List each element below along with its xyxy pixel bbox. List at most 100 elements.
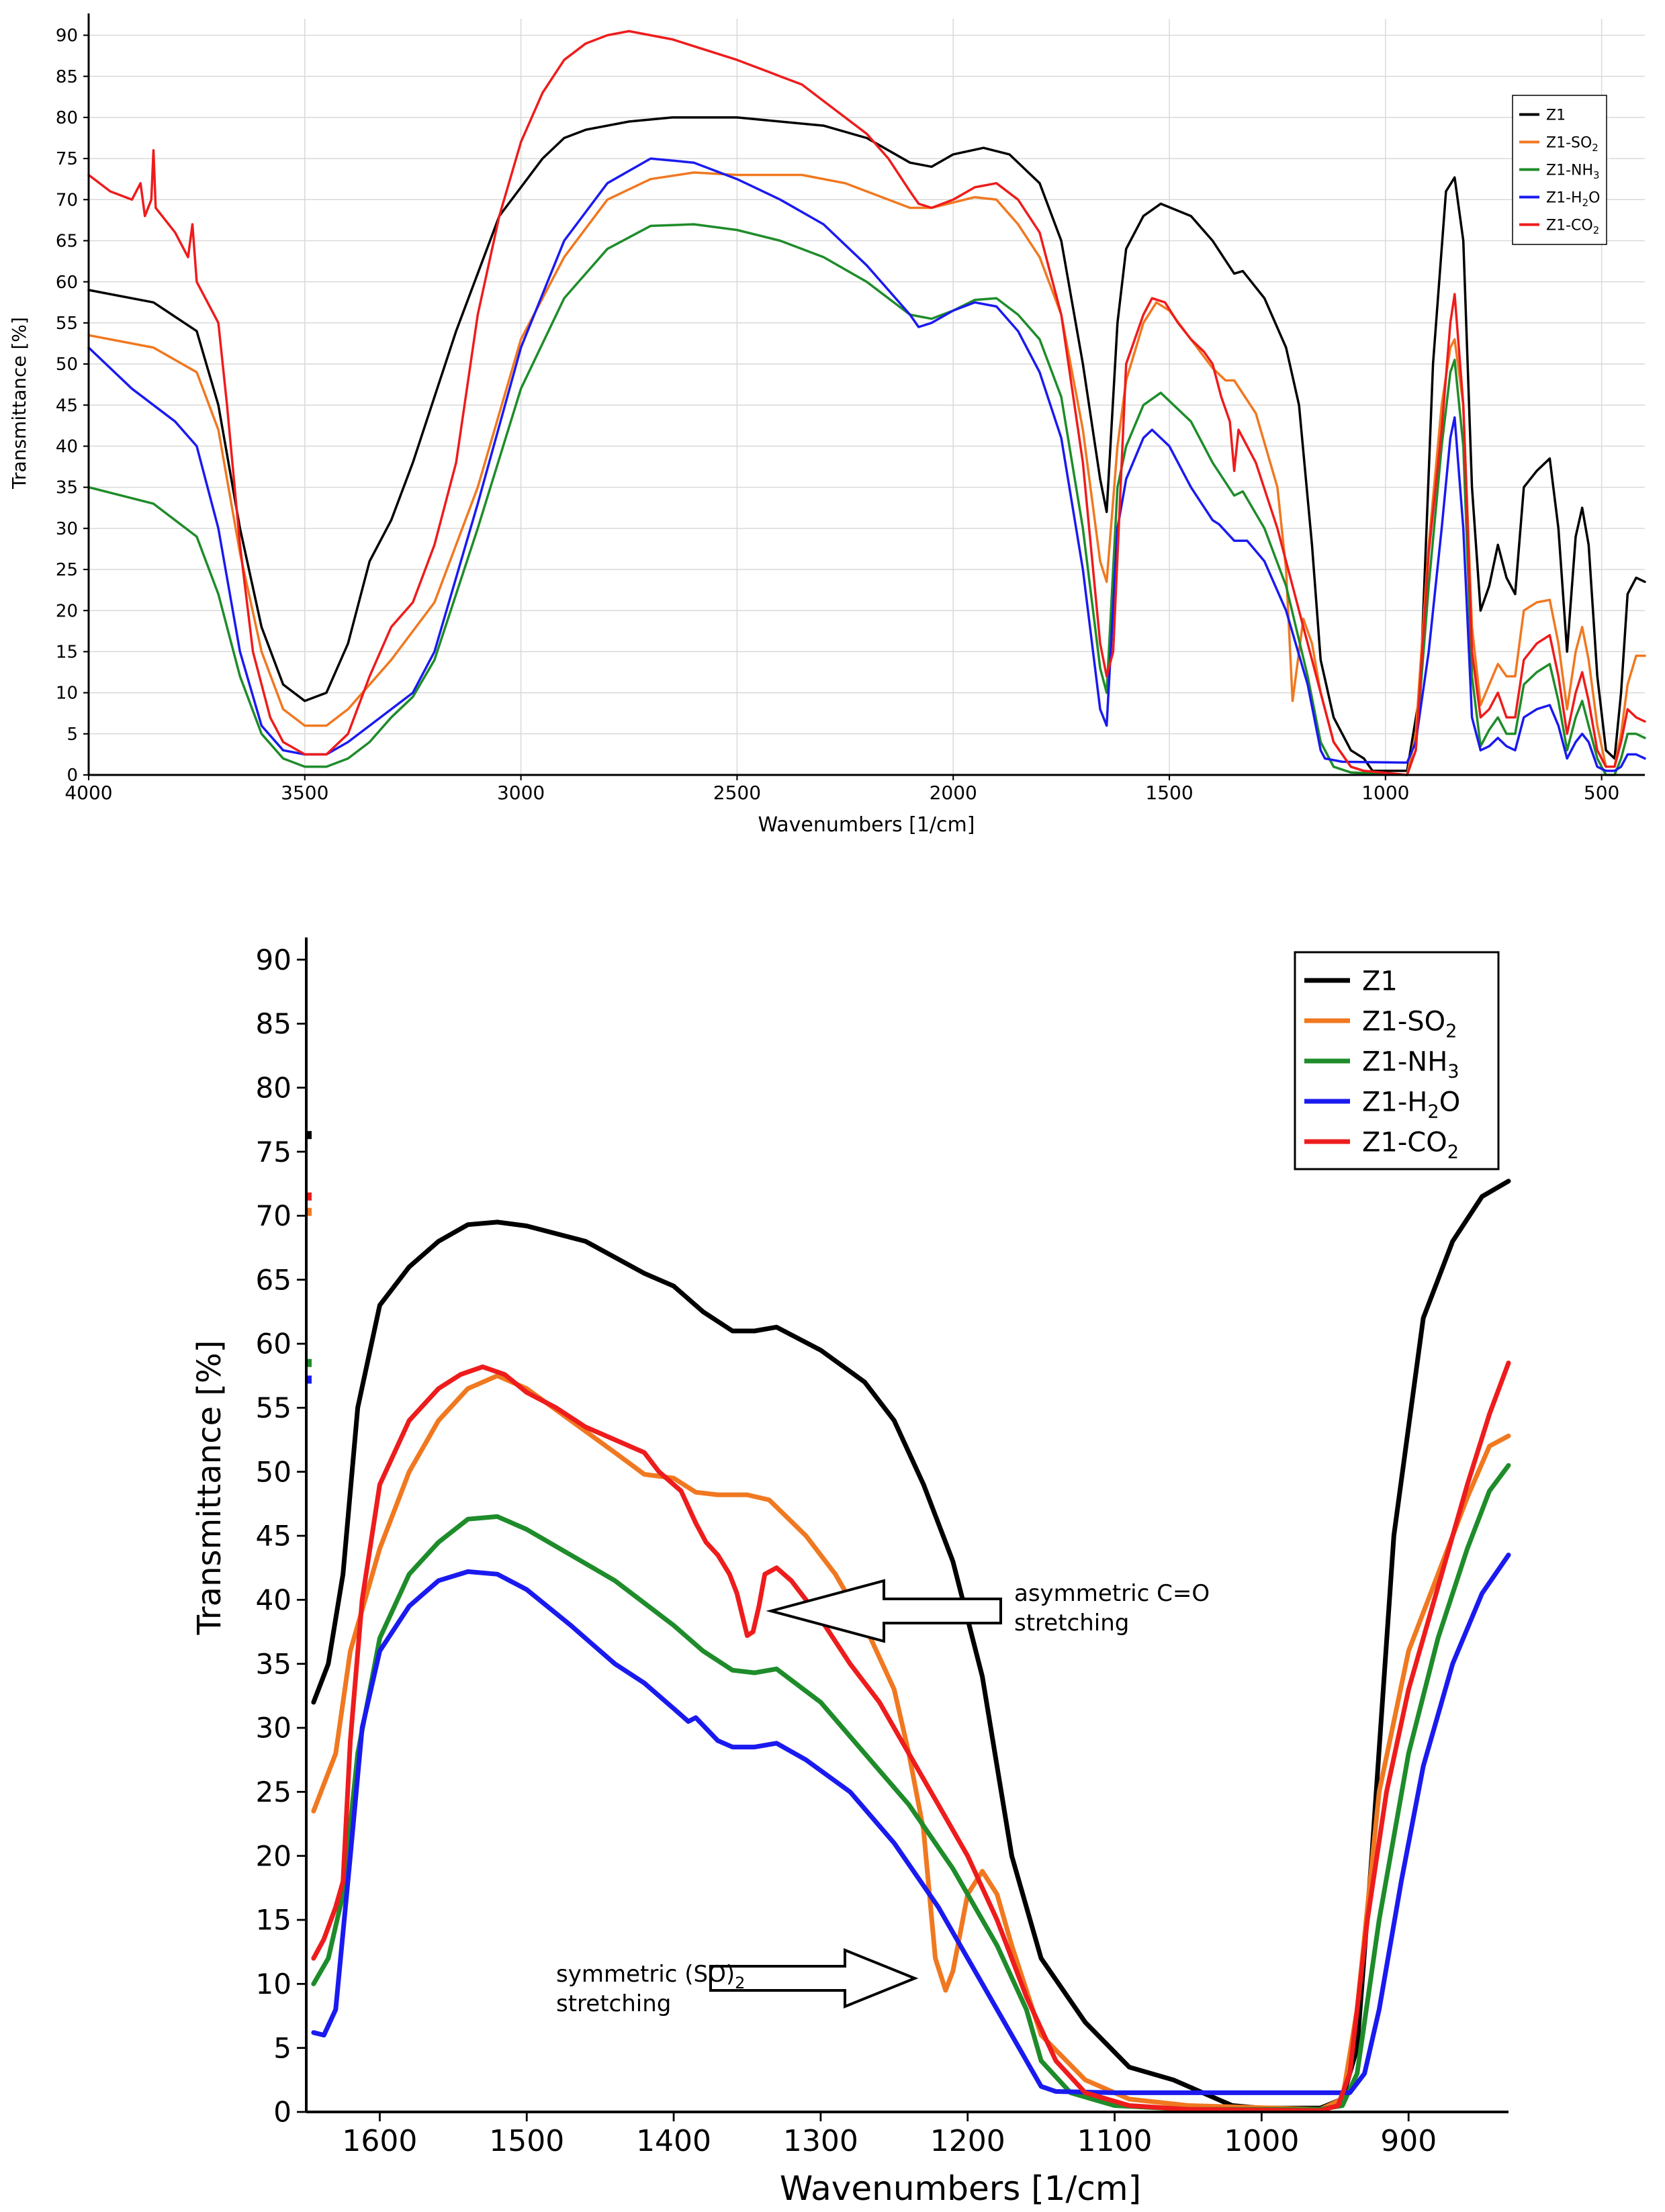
legend-label-z1: Z1: [1546, 107, 1566, 124]
legend-label-z1-nh3: Z1-NH3: [1362, 1046, 1459, 1082]
legend-label-z1: Z1: [1362, 966, 1398, 997]
legend-label-z1-so2: Z1-SO2: [1546, 134, 1599, 154]
legend-text: Z1: [1362, 966, 1398, 997]
series-line-z1-nh3: [87, 223, 1646, 776]
y-tick-label: 30: [256, 1712, 291, 1745]
y-tick-label: 10: [56, 684, 78, 704]
chart-zoomed: 0 5 10 15 20 25 30 35 40 45 50 55 60 65 70 75 80 85 90 160…: [191, 937, 1511, 2208]
y-tick-label: 60: [56, 273, 78, 293]
legend-label-z1-co2: Z1-CO2: [1362, 1127, 1459, 1162]
x-ticks: 4000 3500 3000 2500 2000 1500 1000 500: [64, 775, 1619, 804]
annotation-label-symmetric-line2: stretching: [556, 1990, 671, 2017]
chart-overview: 0 5 10 15 20 25 30 35 40 45 50 55 60 65 70 75 80 85 90 400…: [8, 13, 1646, 837]
edge-markers: [308, 1131, 312, 1384]
x-axis-label: Wavenumbers [1/cm]: [780, 2169, 1141, 2208]
y-tick-label: 65: [256, 1263, 291, 1296]
annotation-label-asymmetric-line2: stretching: [1014, 1610, 1129, 1637]
y-tick-label: 0: [273, 2096, 291, 2129]
y-tick-label: 40: [56, 437, 78, 457]
x-tick-label: 2500: [713, 782, 761, 804]
x-tick-label: 900: [1380, 2124, 1437, 2158]
legend-text: Z1-CO: [1362, 1127, 1447, 1158]
x-tick-label: 1100: [1077, 2124, 1153, 2158]
annotation-subscript: 2: [735, 1974, 745, 1992]
y-ticks: 0 5 10 15 20 25 30 35 40 45 50 55 60 65 70 75 80 85 90: [56, 26, 89, 786]
y-tick-label: 20: [56, 601, 78, 621]
annotation-asymmetric-co: asymmetric C=O stretching: [766, 1579, 1210, 1643]
edge-marker-4: [308, 1375, 312, 1384]
edge-marker-2: [308, 1207, 312, 1216]
x-axis-label: Wavenumbers [1/cm]: [758, 813, 975, 837]
legend-label-z1-h2o: Z1-H2O: [1546, 189, 1600, 209]
annotation-label-asymmetric-line1: asymmetric C=O: [1014, 1580, 1210, 1607]
y-tick-label: 15: [256, 1904, 291, 1937]
x-tick-label: 3500: [281, 782, 328, 804]
edge-marker-1: [308, 1192, 312, 1201]
y-tick-label: 75: [256, 1136, 291, 1168]
y-tick-label: 55: [256, 1391, 291, 1424]
x-tick-label: 1500: [1145, 782, 1193, 804]
y-tick-label: 85: [56, 67, 78, 87]
axes: [305, 937, 1509, 2113]
annotation-label-symmetric-line1: symmetric (SO)2: [556, 1961, 745, 1992]
x-tick-label: 1500: [489, 2124, 564, 2158]
series-line-z1: [87, 116, 1646, 772]
legend-subscript: 3: [1593, 169, 1600, 181]
legend-text: Z1-H: [1546, 189, 1582, 206]
legend-text: Z1: [1546, 107, 1566, 124]
y-tick-label: 0: [66, 766, 78, 786]
x-tick-label: 1400: [636, 2124, 711, 2158]
y-tick-label: 70: [56, 190, 78, 210]
x-tick-label: 4000: [64, 782, 112, 804]
y-tick-label: 75: [56, 149, 78, 169]
x-tick-label: 3000: [497, 782, 545, 804]
legend-text-tail: O: [1439, 1087, 1460, 1117]
x-tick-label: 1000: [1224, 2124, 1299, 2158]
legend-label-z1-so2: Z1-SO2: [1362, 1006, 1457, 1042]
x-tick-label: 500: [1584, 782, 1619, 804]
y-tick-label: 80: [256, 1071, 291, 1104]
legend-subscript: 2: [1445, 1021, 1457, 1042]
y-axis-label: Transmittance [%]: [8, 317, 30, 490]
series-line-z1-h2o: [87, 157, 1646, 772]
x-tick-label: 1600: [342, 2124, 417, 2158]
y-tick-label: 90: [256, 943, 291, 976]
y-tick-label: 20: [256, 1839, 291, 1872]
legend-label-z1-h2o: Z1-H2O: [1362, 1087, 1460, 1122]
legend-subscript: 2: [1582, 197, 1589, 209]
x-tick-label: 1000: [1361, 782, 1409, 804]
x-tick-label: 2000: [930, 782, 977, 804]
legend-subscript: 2: [1593, 224, 1600, 236]
legend-text: Z1-NH: [1362, 1046, 1447, 1077]
series-line-z1-nh3: [311, 1463, 1511, 2112]
annotation-arrow-symmetric: [709, 1948, 919, 2009]
series-group: [87, 30, 1646, 776]
legend-text: Z1-SO: [1362, 1006, 1445, 1037]
x-tick-label: 1300: [783, 2124, 858, 2158]
legend-text: Z1-NH: [1546, 162, 1593, 179]
series-line-z1-so2: [87, 171, 1646, 776]
legend-text: Z1-SO: [1546, 134, 1592, 151]
series-line-z1-co2: [87, 30, 1646, 776]
gridlines: [88, 19, 1645, 775]
annotation-text: symmetric (SO): [556, 1961, 735, 1988]
y-tick-label: 55: [56, 314, 78, 334]
y-tick-label: 15: [56, 643, 78, 663]
legend-subscript: 2: [1427, 1101, 1439, 1122]
y-tick-label: 10: [256, 1968, 291, 2000]
y-tick-label: 25: [56, 560, 78, 580]
series-line-z1-h2o: [311, 1553, 1511, 2095]
y-axis-label: Transmittance [%]: [191, 1340, 228, 1636]
y-tick-label: 60: [256, 1328, 291, 1361]
annotation-symmetric-so2: symmetric (SO)2 stretching: [556, 1948, 919, 2017]
legend-subscript: 2: [1447, 1142, 1459, 1162]
x-ticks: 1600 1500 1400 1300 1200 1100 1000 900: [342, 2112, 1437, 2158]
legend-text: Z1-CO: [1546, 217, 1593, 234]
y-tick-label: 70: [256, 1199, 291, 1232]
y-tick-label: 30: [56, 519, 78, 539]
y-tick-label: 25: [256, 1776, 291, 1808]
annotation-arrow-asymmetric: [766, 1579, 1002, 1643]
y-tick-label: 65: [56, 232, 78, 252]
